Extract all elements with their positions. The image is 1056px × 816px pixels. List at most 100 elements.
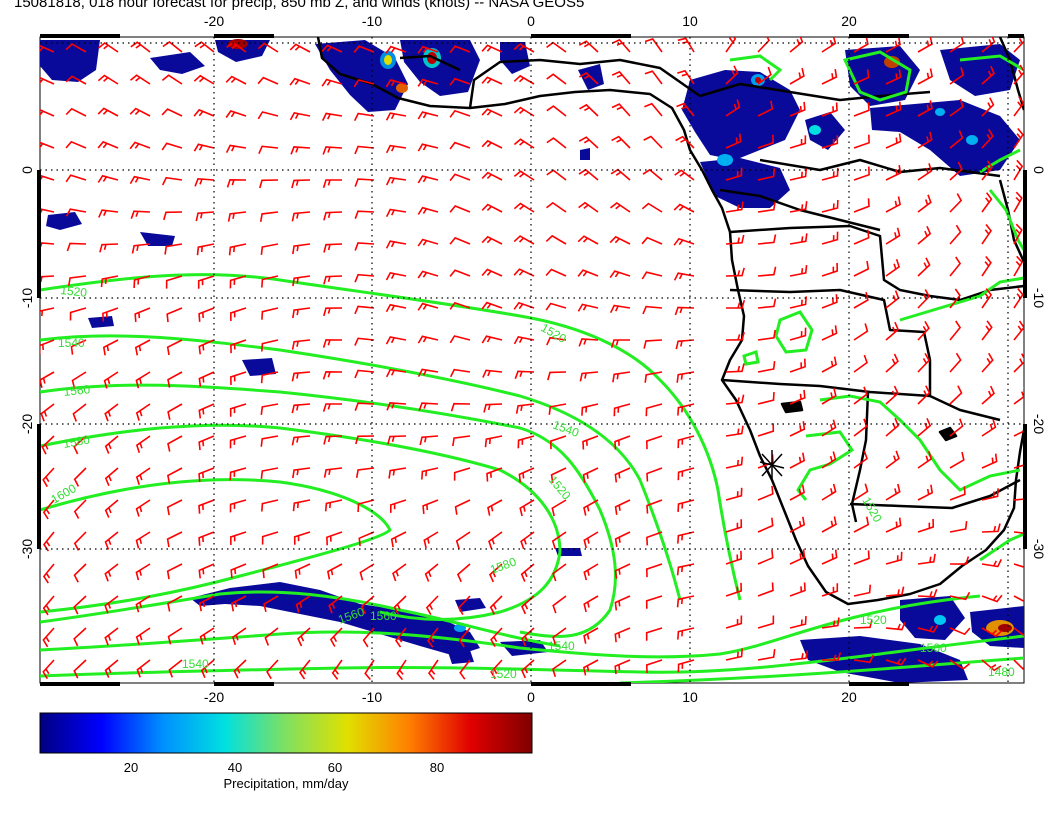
wind-barb xyxy=(821,199,839,213)
wind-barb xyxy=(579,103,599,117)
wind-barb xyxy=(73,499,87,519)
wind-barb xyxy=(757,392,775,405)
wind-barb xyxy=(981,192,993,213)
wind-barb xyxy=(757,298,777,309)
wind-barb xyxy=(552,595,567,614)
wind-barb xyxy=(40,339,55,354)
wind-barb xyxy=(582,435,599,450)
wind-barb xyxy=(949,256,962,277)
wind-barb xyxy=(69,307,87,321)
wind-barb xyxy=(229,467,247,481)
wind-barb xyxy=(354,402,375,411)
wind-barb xyxy=(789,616,807,629)
wind-barb xyxy=(135,403,151,421)
lon-label: -20 xyxy=(204,689,224,705)
wind-barb xyxy=(198,403,215,419)
wind-barb xyxy=(757,234,777,245)
wind-barb xyxy=(981,385,995,405)
wind-barb xyxy=(481,268,503,277)
colorbar-tick: 20 xyxy=(124,760,138,775)
wind-barb xyxy=(71,371,87,389)
wind-barb xyxy=(290,146,311,155)
lon-label: -10 xyxy=(362,13,382,29)
wind-barb xyxy=(757,266,777,277)
wind-barb xyxy=(577,269,599,277)
colorbar xyxy=(39,712,533,754)
wind-barb xyxy=(725,648,743,661)
wind-barb xyxy=(40,76,55,85)
wind-barb xyxy=(417,302,439,311)
wind-barb xyxy=(578,40,599,53)
wind-barb xyxy=(725,582,743,597)
wind-barb xyxy=(327,563,343,580)
wind-barb xyxy=(197,275,215,289)
wind-barb xyxy=(645,595,663,609)
colorbar-tick: 60 xyxy=(328,760,342,775)
wind-barb xyxy=(258,145,279,155)
wind-barb xyxy=(789,168,808,181)
wind-barb xyxy=(458,627,471,648)
wind-barb xyxy=(264,627,279,646)
wind-barb xyxy=(675,339,695,350)
wind-barb xyxy=(513,170,535,181)
wind-barb xyxy=(757,100,774,117)
wind-barb xyxy=(260,403,279,415)
wind-barb xyxy=(583,563,599,581)
wind-barb xyxy=(323,275,343,285)
wind-barb xyxy=(195,211,215,222)
wind-barb xyxy=(885,37,901,53)
wind-barb xyxy=(677,403,695,416)
wind-barb xyxy=(949,161,963,181)
wind-barb xyxy=(323,211,343,221)
wind-barb xyxy=(673,272,695,281)
wind-barb xyxy=(323,243,343,253)
wind-barb xyxy=(885,586,905,597)
wind-barb xyxy=(194,177,215,187)
wind-barb xyxy=(917,417,932,437)
wind-barb xyxy=(645,563,663,578)
wind-barb xyxy=(853,619,873,629)
geopotential-contours xyxy=(40,50,1024,683)
wind-barb xyxy=(291,371,311,382)
lat-label: -30 xyxy=(1031,539,1047,559)
wind-barb xyxy=(385,79,407,88)
wind-barb xyxy=(481,139,503,149)
wind-barb xyxy=(135,371,151,389)
wind-barb xyxy=(418,402,439,411)
wind-barb xyxy=(757,549,774,565)
wind-barb xyxy=(385,144,407,154)
wind-barb xyxy=(481,335,503,344)
wind-barb xyxy=(291,435,311,446)
wind-barb xyxy=(417,206,439,215)
wind-barb xyxy=(789,233,808,245)
wind-barb xyxy=(225,110,247,118)
wind-barb xyxy=(673,237,695,246)
wind-barb xyxy=(388,467,407,479)
wind-barb xyxy=(198,435,215,451)
wind-barb xyxy=(385,176,407,186)
wind-barb xyxy=(40,307,55,317)
wind-barb xyxy=(42,499,55,520)
wind-barb xyxy=(100,275,119,288)
wind-barb xyxy=(853,229,870,245)
wind-barb xyxy=(609,304,631,314)
wind-barb xyxy=(1013,353,1024,373)
lon-label: -10 xyxy=(362,689,382,705)
wind-barb xyxy=(548,403,567,415)
wind-barb xyxy=(581,403,599,416)
contour-label: 1520 xyxy=(490,667,517,681)
lat-labels-right: 0 -10 -20 -30 xyxy=(1031,166,1047,559)
wind-barb xyxy=(226,178,247,188)
wind-barb xyxy=(362,627,375,648)
wind-barb xyxy=(545,234,567,245)
wind-barb xyxy=(643,135,663,149)
wind-barb xyxy=(917,624,939,633)
wind-barb xyxy=(198,499,215,514)
wind-barb xyxy=(135,595,151,613)
wind-barb xyxy=(551,659,567,678)
wind-barb xyxy=(789,327,807,341)
wind-barb xyxy=(41,435,55,455)
wind-barb xyxy=(917,163,933,181)
wind-barb xyxy=(104,403,119,422)
wind-barb xyxy=(198,531,215,546)
